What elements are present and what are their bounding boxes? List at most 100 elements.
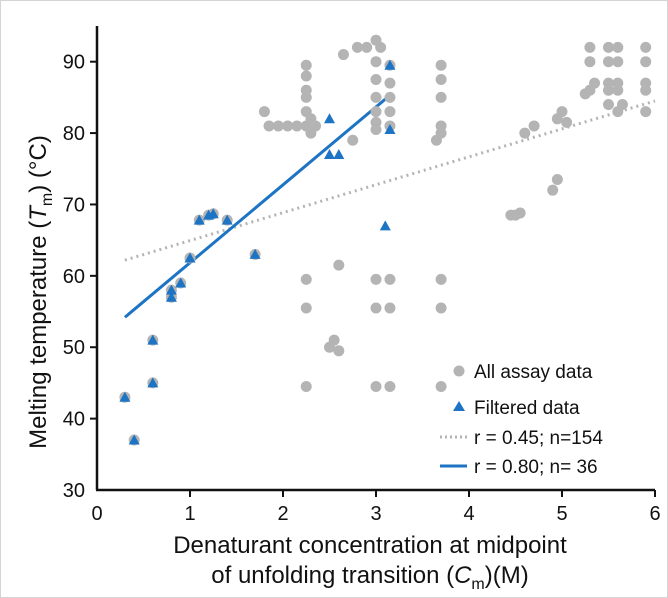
x-tick-label: 6 <box>649 503 660 525</box>
data-point-triangle <box>384 124 396 135</box>
x-tick-label: 3 <box>370 503 381 525</box>
x-tick-labels: 0 1 2 3 4 5 6 <box>91 503 660 525</box>
data-point-circle <box>291 120 303 132</box>
data-point-circle <box>603 41 614 53</box>
data-point-circle <box>603 84 614 96</box>
data-point-triangle <box>165 291 177 302</box>
data-point-circle <box>435 273 447 285</box>
fit-lines <box>123 94 656 319</box>
legend-label-fit-filtered: r = 0.80; n= 36 <box>474 457 598 478</box>
y-tick-labels: 30 40 50 60 70 80 90 <box>63 52 85 502</box>
y-tick-label: 70 <box>63 194 85 216</box>
data-point-circle <box>282 120 294 132</box>
data-point-circle <box>351 41 363 53</box>
data-point-circle <box>384 273 396 285</box>
y-tick-label: 90 <box>63 52 85 74</box>
data-point-circle <box>361 41 373 53</box>
data-point-circle <box>640 56 652 68</box>
data-point-triangle <box>119 391 131 402</box>
data-point-triangle <box>324 148 335 159</box>
data-point-circle <box>612 56 624 68</box>
data-point-circle <box>603 99 614 111</box>
data-point-circle <box>328 334 340 346</box>
data-point-circle <box>263 120 275 132</box>
data-point-triangle <box>207 208 219 219</box>
fit-line-filtered <box>123 94 391 319</box>
data-point-circle <box>589 77 601 89</box>
data-point-circle <box>370 91 382 103</box>
data-point-circle <box>300 59 312 71</box>
data-point-circle <box>640 41 652 53</box>
data-point-circle <box>370 106 382 118</box>
data-point-circle <box>370 273 382 285</box>
data-point-circle <box>612 84 624 96</box>
data-point-circle <box>384 77 396 89</box>
fit-line-all <box>124 99 656 262</box>
data-point-triangle <box>193 214 205 225</box>
data-point-circle <box>300 91 312 103</box>
data-point-circle <box>337 49 349 61</box>
data-point-triangle <box>147 334 159 345</box>
data-point-circle <box>640 84 652 96</box>
y-tick-label: 30 <box>63 480 85 502</box>
data-point-circle <box>640 106 652 118</box>
data-point-circle <box>556 106 568 118</box>
data-point-triangle <box>184 252 196 263</box>
data-point-circle <box>384 302 396 314</box>
x-tick-label: 4 <box>463 503 474 525</box>
y-tick-label: 40 <box>63 409 85 431</box>
y-tick-label: 80 <box>63 123 85 145</box>
data-point-triangle <box>128 434 140 445</box>
data-point-circle <box>435 302 447 314</box>
filtered-points <box>119 59 396 445</box>
data-point-circle <box>435 380 447 392</box>
data-point-circle <box>272 120 284 132</box>
data-point-circle <box>300 106 312 118</box>
legend: All assay data Filtered data r = 0.45; n… <box>440 362 603 478</box>
data-point-circle <box>612 41 624 53</box>
data-point-circle <box>435 91 447 103</box>
y-tick-label: 50 <box>63 337 85 359</box>
x-axis-title-line1: Denaturant concentration at midpoint <box>173 532 567 559</box>
data-point-circle <box>551 173 563 185</box>
data-point-triangle <box>384 59 396 70</box>
data-point-circle <box>370 302 382 314</box>
data-point-triangle <box>147 377 159 388</box>
data-point-circle <box>370 380 382 392</box>
data-point-circle <box>300 302 312 314</box>
data-point-circle <box>547 184 559 196</box>
axes <box>90 26 656 497</box>
y-axis-title: Melting temperature (Tm) (°C) <box>25 135 56 449</box>
data-point-circle <box>370 124 382 136</box>
data-point-circle <box>514 207 526 219</box>
data-point-circle <box>561 116 573 128</box>
data-point-circle <box>300 70 312 82</box>
data-point-triangle <box>221 214 233 225</box>
data-point-triangle <box>324 113 335 124</box>
data-point-triangle <box>379 220 391 231</box>
data-point-circle <box>435 127 447 139</box>
data-point-circle <box>310 120 322 132</box>
data-point-triangle <box>249 248 261 259</box>
data-point-circle <box>300 273 312 285</box>
data-point-circle <box>435 74 447 86</box>
data-point-circle <box>300 380 312 392</box>
data-point-triangle <box>333 148 345 159</box>
data-point-circle <box>435 59 447 71</box>
data-point-circle <box>347 134 359 146</box>
data-point-circle <box>519 127 531 139</box>
data-point-circle <box>384 380 396 392</box>
legend-circle-marker <box>453 365 465 377</box>
x-tick-label: 0 <box>91 503 102 525</box>
data-point-circle <box>384 106 396 118</box>
data-point-circle <box>370 74 382 86</box>
x-tick-label: 2 <box>277 503 288 525</box>
legend-label-fit-all: r = 0.45; n=154 <box>474 428 603 449</box>
x-tick-label: 1 <box>184 503 195 525</box>
data-point-triangle <box>165 284 177 295</box>
legend-label-all-assay: All assay data <box>474 362 593 383</box>
data-point-circle <box>370 56 382 68</box>
legend-triangle-marker <box>453 401 465 411</box>
data-point-circle <box>333 345 345 357</box>
